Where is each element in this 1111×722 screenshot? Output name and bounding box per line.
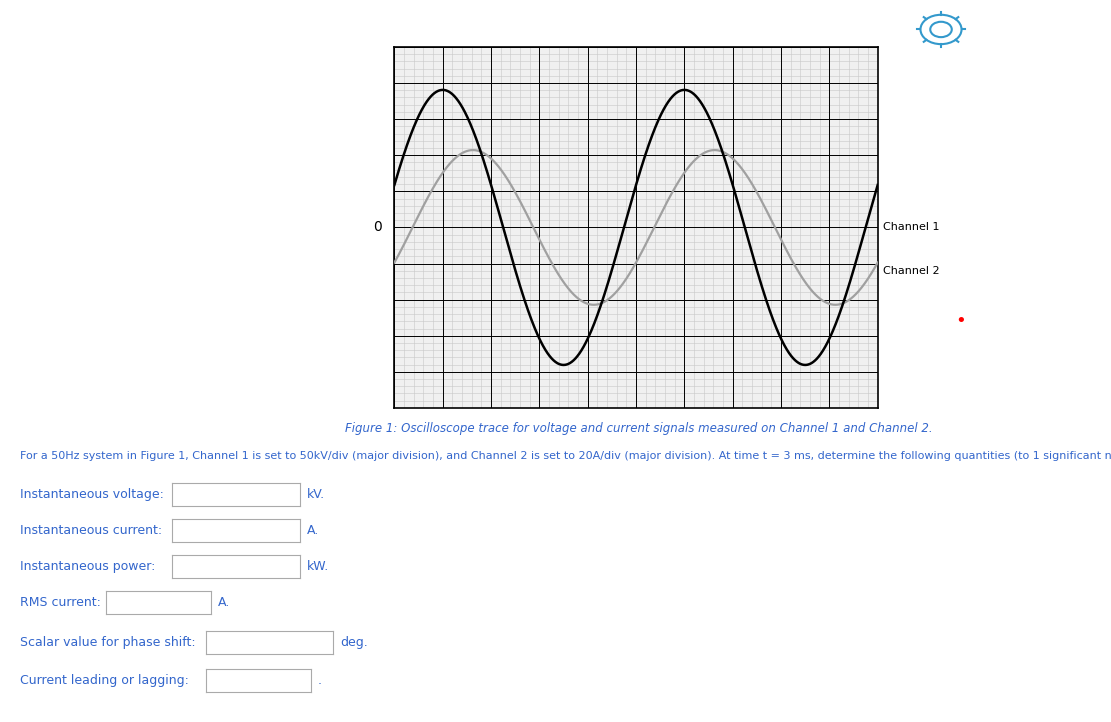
Text: RMS current:: RMS current: (20, 596, 101, 609)
Text: Scalar value for phase shift:: Scalar value for phase shift: (20, 636, 196, 649)
Text: A.: A. (307, 524, 319, 537)
Text: Current leading or lagging:: Current leading or lagging: (20, 674, 189, 687)
Text: Instantaneous power:: Instantaneous power: (20, 560, 156, 573)
Text: kV.: kV. (307, 488, 324, 501)
Text: Channel 1: Channel 1 (883, 222, 940, 232)
Text: Instantaneous current:: Instantaneous current: (20, 524, 162, 537)
Text: Channel 2: Channel 2 (883, 266, 940, 276)
Text: .: . (318, 674, 322, 687)
Text: 0: 0 (373, 220, 382, 235)
Text: deg.: deg. (340, 636, 368, 649)
Text: •: • (955, 313, 967, 330)
Text: kW.: kW. (307, 560, 329, 573)
Text: Instantaneous voltage:: Instantaneous voltage: (20, 488, 164, 501)
Text: Figure 1: Oscilloscope trace for voltage and current signals measured on Channel: Figure 1: Oscilloscope trace for voltage… (346, 422, 932, 435)
Text: For a 50Hz system in Figure 1, Channel 1 is set to 50kV/div (major division), an: For a 50Hz system in Figure 1, Channel 1… (20, 451, 1111, 461)
Text: A.: A. (218, 596, 230, 609)
